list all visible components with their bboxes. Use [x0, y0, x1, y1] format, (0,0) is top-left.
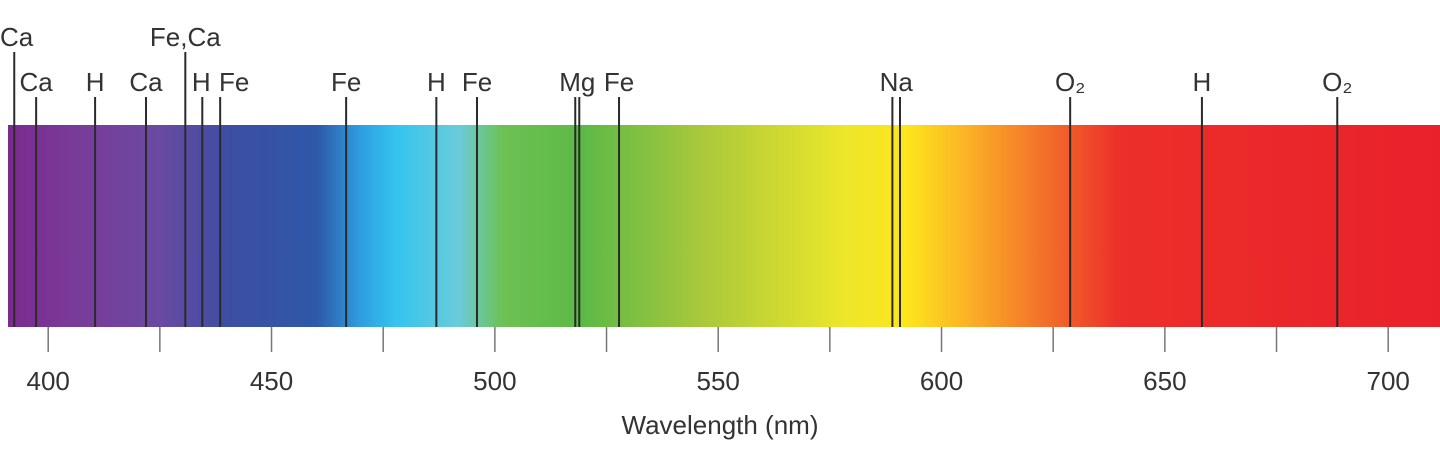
line-label: O₂ — [1322, 67, 1352, 97]
line-label: Fe — [604, 67, 634, 97]
line-label: Fe,Ca — [150, 22, 221, 52]
line-label: H — [192, 67, 211, 97]
x-tick-label: 500 — [473, 366, 516, 396]
x-tick-label: 650 — [1143, 366, 1186, 396]
line-label: Ca — [129, 67, 163, 97]
line-label: Fe — [331, 67, 361, 97]
line-label: H — [1193, 67, 1212, 97]
line-label: O₂ — [1055, 67, 1085, 97]
spectrum-band — [8, 125, 1440, 327]
x-tick-label: 600 — [920, 366, 963, 396]
line-label: Fe — [219, 67, 249, 97]
x-axis-label: Wavelength (nm) — [622, 410, 819, 440]
x-tick-label: 550 — [696, 366, 739, 396]
x-tick-label: 400 — [27, 366, 70, 396]
x-tick-label: 450 — [250, 366, 293, 396]
line-label: Fe — [462, 67, 492, 97]
line-label: Ca — [0, 22, 34, 52]
line-label: Na — [880, 67, 914, 97]
line-label: H — [427, 67, 446, 97]
line-label: H — [86, 67, 105, 97]
line-label: Mg — [559, 67, 595, 97]
line-label: Ca — [20, 67, 54, 97]
x-tick-label: 700 — [1366, 366, 1409, 396]
